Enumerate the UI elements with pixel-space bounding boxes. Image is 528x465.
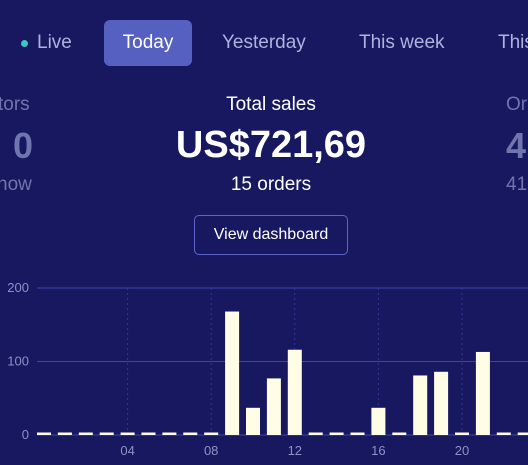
- bar-15: [350, 432, 365, 435]
- bar-09: [225, 311, 240, 435]
- bar-04: [120, 432, 135, 435]
- bar-19: [434, 371, 449, 435]
- bar-00: [37, 432, 51, 435]
- orders-label: Or: [506, 94, 528, 115]
- tab-live-label: Live: [37, 32, 72, 53]
- tab-today[interactable]: Today: [104, 20, 192, 66]
- x-tick-label: 20: [455, 443, 469, 458]
- bar-22: [496, 432, 511, 435]
- bar-18: [413, 375, 428, 435]
- y-tick-label: 100: [7, 354, 29, 369]
- bar-06: [162, 432, 177, 435]
- y-tick-label: 0: [22, 427, 29, 442]
- visitors-value: 0: [13, 125, 34, 166]
- tab-this-week-label: This week: [359, 32, 445, 53]
- sales-bar-chart: 0 100 200 04 08 12 16 20: [7, 280, 528, 458]
- view-dashboard-button[interactable]: View dashboard: [194, 215, 348, 255]
- tab-yesterday[interactable]: Yesterday: [222, 20, 306, 66]
- visitors-sub: now: [0, 174, 32, 195]
- bar-07: [183, 432, 198, 435]
- total-sales-label: Total sales: [226, 94, 316, 115]
- orders-count: 15 orders: [230, 174, 312, 195]
- bar-01: [57, 432, 72, 435]
- bar-21: [475, 351, 490, 435]
- bar-14: [329, 432, 344, 435]
- y-tick-label: 200: [7, 280, 29, 295]
- bar-11: [266, 378, 281, 435]
- x-tick-label: 12: [288, 443, 302, 458]
- tab-live[interactable]: Live: [21, 20, 72, 66]
- bar-02: [78, 432, 93, 435]
- bar-23: [517, 432, 528, 435]
- live-indicator-icon: [21, 40, 28, 47]
- tab-this-month[interactable]: This: [498, 20, 528, 66]
- tab-yesterday-label: Yesterday: [222, 32, 306, 53]
- bar-10: [246, 407, 260, 435]
- bar-03: [99, 432, 114, 435]
- x-tick-label: 16: [371, 443, 385, 458]
- bar-13: [308, 432, 323, 435]
- visitors-label: tors: [0, 94, 30, 115]
- tab-this-month-label: This: [498, 32, 528, 53]
- bar-05: [141, 432, 156, 435]
- bar-08: [204, 432, 219, 435]
- date-range-tabs: Live Today Yesterday This week This: [0, 20, 528, 66]
- tab-today-label: Today: [122, 32, 174, 53]
- bar-12: [287, 349, 302, 435]
- x-tick-label: 04: [120, 443, 134, 458]
- tab-this-week[interactable]: This week: [359, 20, 445, 66]
- orders-value: 4: [506, 125, 527, 166]
- orders-sub: 41: [506, 174, 528, 195]
- x-tick-label: 08: [204, 443, 218, 458]
- bar-17: [392, 432, 407, 435]
- bar-20: [455, 432, 469, 435]
- total-sales-value: US$721,69: [175, 124, 367, 166]
- bar-16: [371, 407, 386, 435]
